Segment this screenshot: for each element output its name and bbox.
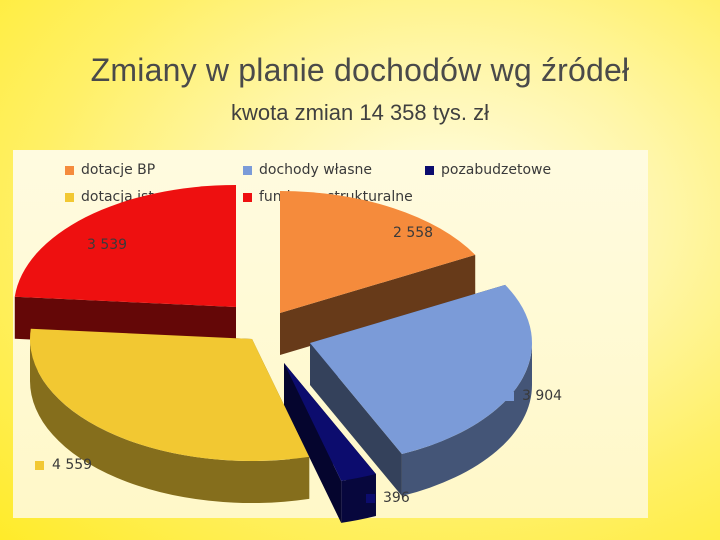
legend-swatch [65, 165, 74, 175]
pie-slice-side [310, 343, 402, 497]
legend-swatch [425, 165, 434, 175]
data-label-fundusze-strukturalne: 3 539 [70, 237, 127, 253]
data-label-swatch [366, 493, 375, 503]
data-label-value: 3 904 [522, 388, 563, 404]
data-label-value: 396 [383, 490, 410, 506]
data-label-swatch [70, 240, 79, 250]
data-label-swatch [376, 228, 385, 238]
legend-swatch [65, 192, 74, 202]
legend-item-dochody-wlasne: dochody własne [243, 162, 372, 178]
legend-swatch [243, 165, 252, 175]
pie-slice-side [284, 363, 342, 523]
legend-item-pozabudzetowe: pozabudzetowe [425, 162, 551, 178]
slide-subtitle: kwota zmian 14 358 tys. zł [230, 100, 489, 125]
legend-item-dotacje-bp: dotacje BP [65, 162, 155, 178]
pie-slice [14, 185, 236, 307]
legend-swatch [243, 192, 252, 202]
data-label-value: 3 539 [87, 237, 128, 253]
pie-slice-rim [401, 343, 532, 497]
data-label-swatch [505, 391, 514, 401]
pie-slice [284, 363, 376, 481]
legend-label: pozabudzetowe [441, 162, 552, 178]
data-label-swatch [35, 460, 44, 470]
pie-slice-rim [341, 474, 376, 523]
legend-label: dotacje BP [81, 162, 156, 178]
pie-slice [29, 328, 310, 462]
data-label-dochody-wlasne: 3 904 [505, 388, 562, 404]
data-label-dotacja-jst: 4 559 [35, 457, 92, 473]
pie-slice-rim [30, 339, 310, 504]
slide-title: Zmiany w planie dochodów wg źródeł [90, 52, 630, 88]
pie-slice [310, 284, 532, 455]
data-label-dotacje-bp: 2 558 [376, 225, 433, 241]
data-label-value: 4 559 [52, 457, 93, 473]
legend-label: dochody własne [259, 162, 372, 178]
pie-slice-side [280, 254, 476, 355]
data-label-value: 2 558 [393, 225, 434, 241]
data-label-pozabudzetowe: 396 [366, 490, 410, 506]
pie-slice [280, 191, 476, 313]
